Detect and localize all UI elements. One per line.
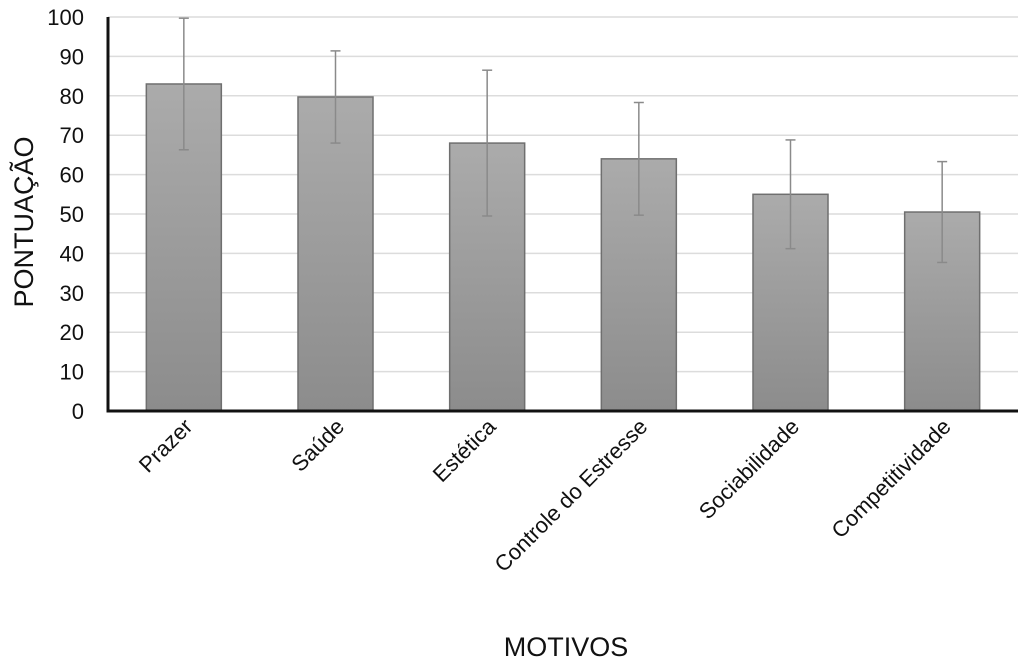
y-axis-title: PONTUAÇÃO	[8, 136, 39, 307]
x-tick-label: Estética	[428, 413, 502, 487]
y-tick-label: 10	[60, 360, 84, 385]
y-tick-label: 100	[47, 5, 84, 30]
y-tick-label: 80	[60, 84, 84, 109]
bars	[145, 83, 981, 412]
y-tick-label: 50	[60, 202, 84, 227]
y-tick-label: 30	[60, 281, 84, 306]
error-bar	[482, 69, 493, 217]
gridlines	[108, 16, 1018, 373]
error-bar	[633, 101, 644, 216]
error-bar	[785, 139, 796, 250]
y-tick-label: 0	[72, 399, 84, 424]
x-tick-label: Prazer	[134, 414, 197, 477]
error-bar	[937, 160, 948, 264]
x-tick-label: Controle do Estresse	[489, 414, 652, 577]
y-tick-labels: 0 10 20 30 40 50 60 70 80 90 100	[47, 5, 84, 424]
y-tick-label: 20	[60, 320, 84, 345]
error-bar	[178, 17, 189, 151]
y-tick-label: 90	[60, 44, 84, 69]
x-tick-label: Sociabilidade	[694, 414, 804, 524]
y-tick-label: 70	[60, 123, 84, 148]
error-bars	[178, 17, 948, 264]
axes	[106, 17, 1018, 413]
y-tick-label: 60	[60, 163, 84, 188]
bar-sa-de	[297, 96, 374, 412]
x-axis-title: MOTIVOS	[504, 632, 629, 662]
x-tick-label: Competitividade	[826, 414, 955, 543]
y-tick-label: 40	[60, 241, 84, 266]
x-tick-label: Saúde	[286, 414, 349, 477]
error-bar	[330, 50, 341, 144]
